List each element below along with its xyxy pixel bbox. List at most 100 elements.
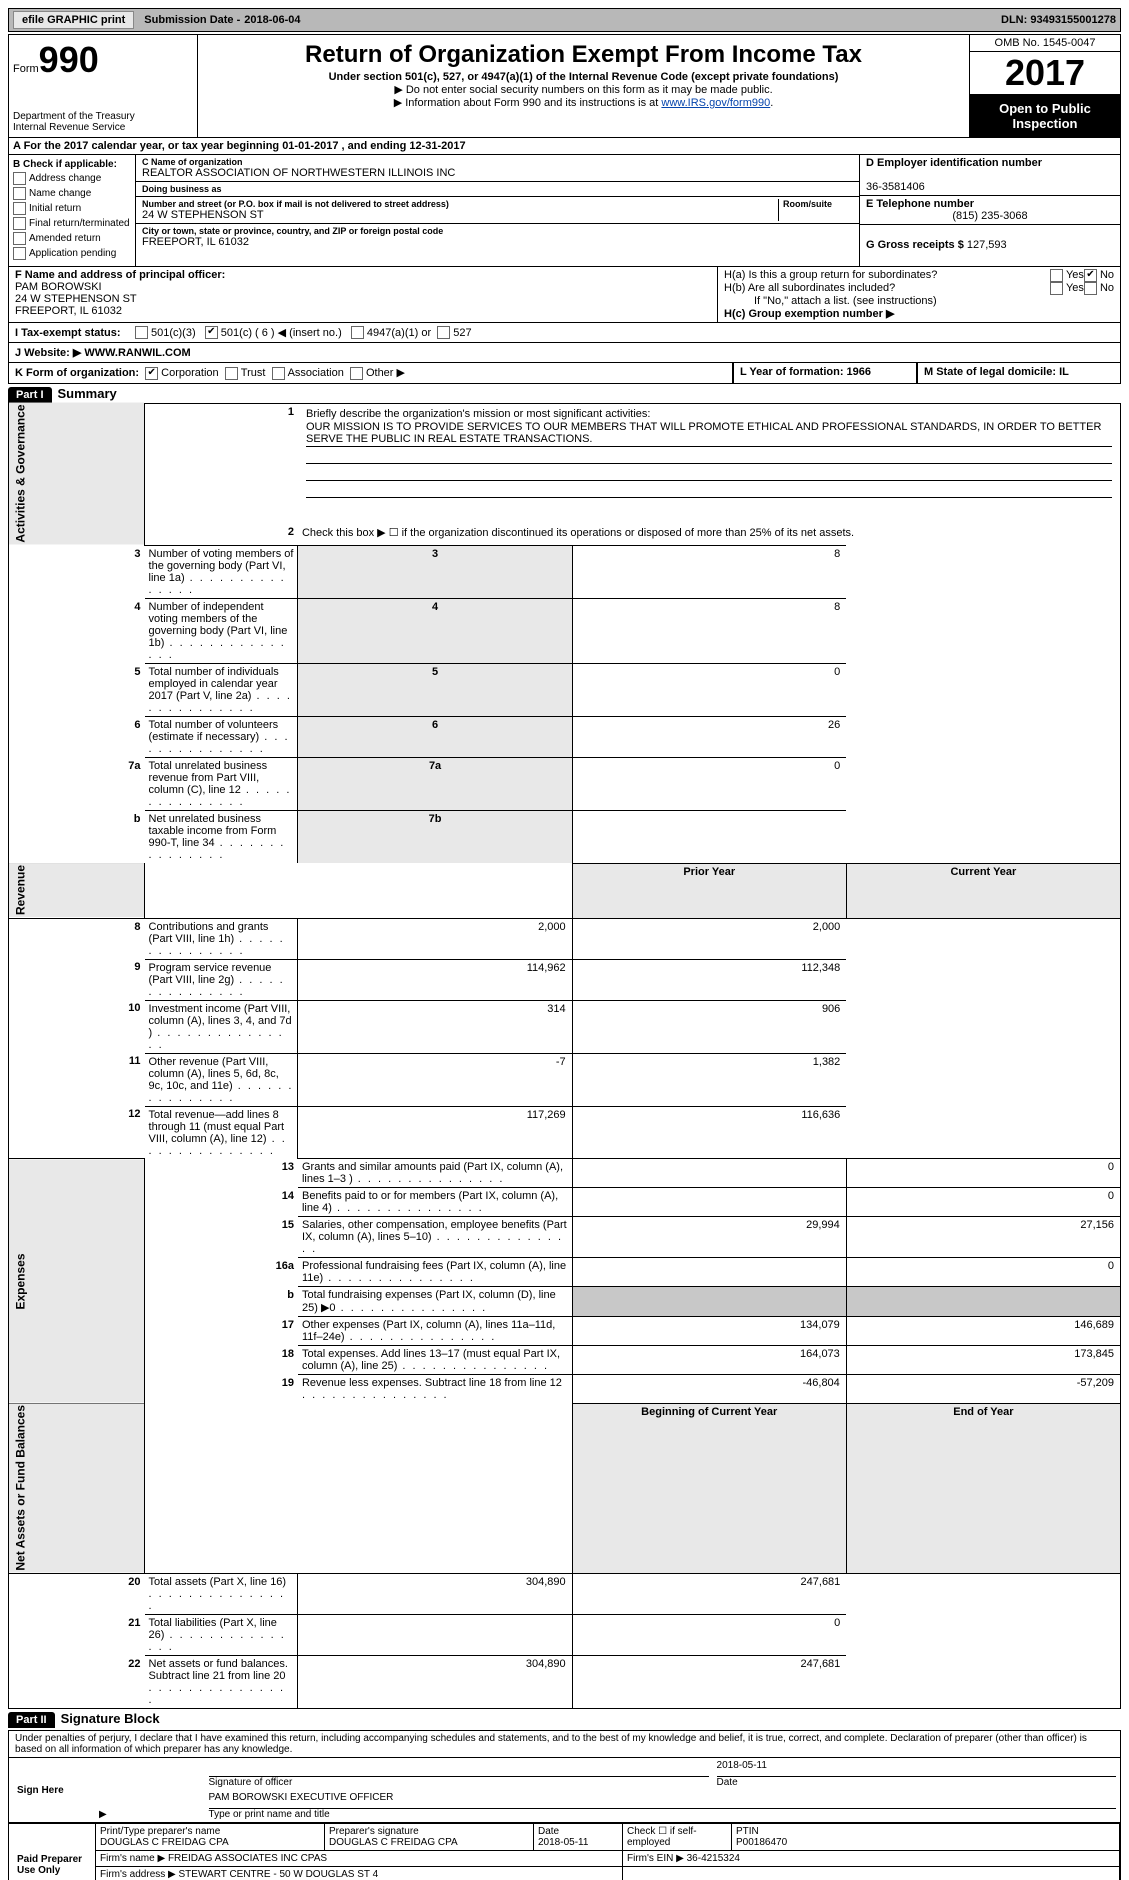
checkbox-final-return[interactable] xyxy=(13,217,26,230)
line-desc: Revenue less expenses. Subtract line 18 … xyxy=(298,1375,572,1404)
checkbox-amended[interactable] xyxy=(13,232,26,245)
form-label: Form xyxy=(13,63,39,75)
prior-year xyxy=(298,1615,572,1656)
irs-link[interactable]: www.IRS.gov/form990 xyxy=(661,97,770,109)
firm-name-label: Firm's name ▶ xyxy=(100,1853,168,1864)
checkbox-pending[interactable] xyxy=(13,247,26,260)
self-employed: Check ☐ if self-employed xyxy=(623,1823,732,1851)
current-year: 2,000 xyxy=(572,918,846,959)
lbl-527: 527 xyxy=(453,327,471,339)
line-num: 3 xyxy=(9,546,145,599)
ha-no[interactable] xyxy=(1084,269,1097,282)
chk-501c[interactable] xyxy=(205,326,218,339)
chk-527[interactable] xyxy=(437,326,450,339)
org-name-label: C Name of organization xyxy=(142,157,853,167)
column-c: C Name of organizationREALTOR ASSOCIATIO… xyxy=(136,155,860,266)
line-desc: Other expenses (Part IX, column (A), lin… xyxy=(298,1317,572,1346)
tel-label: E Telephone number xyxy=(866,198,1114,210)
sign-here: Sign Here xyxy=(9,1758,95,1823)
current-year: 0 xyxy=(846,1159,1120,1188)
line-desc: Number of voting members of the governin… xyxy=(145,546,298,599)
line-val: 26 xyxy=(572,717,846,758)
ptin-value: P00186470 xyxy=(736,1837,1115,1848)
checkbox-name-change[interactable] xyxy=(13,187,26,200)
prior-year: 314 xyxy=(298,1000,572,1053)
prior-year: 114,962 xyxy=(298,959,572,1000)
prior-year: 2,000 xyxy=(298,918,572,959)
line-1: Briefly describe the organization's miss… xyxy=(298,403,1121,524)
prior-year xyxy=(572,1188,846,1217)
hb-no-label: No xyxy=(1100,282,1114,295)
chk-other[interactable] xyxy=(350,367,363,380)
chk-501c3[interactable] xyxy=(135,326,148,339)
ptin-label: PTIN xyxy=(736,1826,1115,1837)
hb-yes[interactable] xyxy=(1050,282,1063,295)
efile-button[interactable]: efile GRAPHIC print xyxy=(13,11,134,29)
current-year xyxy=(846,1287,1120,1317)
line-desc: Salaries, other compensation, employee b… xyxy=(298,1217,572,1258)
line-desc: Investment income (Part VIII, column (A)… xyxy=(145,1000,298,1053)
firm-ein-label: Firm's EIN ▶ xyxy=(627,1853,687,1864)
lbl-501c: 501(c) ( 6 ) ◀ (insert no.) xyxy=(221,326,342,339)
sig-date-value: 2018-05-11 xyxy=(717,1760,1116,1777)
officer-printed: PAM BOROWSKI EXECUTIVE OFFICER xyxy=(209,1792,1116,1809)
prior-year: 29,994 xyxy=(572,1217,846,1258)
current-year: 0 xyxy=(572,1615,846,1656)
line-num: 17 xyxy=(145,1317,298,1346)
line-num: 18 xyxy=(145,1346,298,1375)
gross-value: 127,593 xyxy=(967,239,1007,251)
side-activities: Activities & Governance xyxy=(9,403,145,546)
label-initial-return: Initial return xyxy=(29,203,81,214)
summary-table: Activities & Governance 1 Briefly descri… xyxy=(8,403,1121,1710)
line-desc: Net unrelated business taxable income fr… xyxy=(145,811,298,864)
prep-name-label: Print/Type preparer's name xyxy=(100,1826,320,1837)
line-num: 16a xyxy=(145,1258,298,1287)
label-pending: Application pending xyxy=(29,248,116,259)
row-i: I Tax-exempt status: 501(c)(3) 501(c) ( … xyxy=(8,323,1121,343)
label-amended: Amended return xyxy=(29,233,101,244)
label-address-change: Address change xyxy=(29,173,101,184)
officer-name: PAM BOROWSKI xyxy=(15,281,102,293)
hb-attach: If "No," attach a list. (see instruction… xyxy=(724,295,1114,307)
chk-assoc[interactable] xyxy=(272,367,285,380)
checkbox-initial-return[interactable] xyxy=(13,202,26,215)
instruction-2: ▶ Information about Form 990 and its ins… xyxy=(394,97,662,109)
prior-year: 117,269 xyxy=(298,1106,572,1159)
room-label: Room/suite xyxy=(783,199,853,209)
chk-trust[interactable] xyxy=(225,367,238,380)
part1-header: Part I xyxy=(8,387,52,403)
line-val: 8 xyxy=(572,599,846,664)
prior-year: 304,890 xyxy=(298,1656,572,1709)
ein-value: 36-3581406 xyxy=(866,181,1114,193)
tax-year: 2017 xyxy=(970,52,1120,95)
line-desc: Benefits paid to or for members (Part IX… xyxy=(298,1188,572,1217)
city-value: FREEPORT, IL 61032 xyxy=(142,236,853,248)
prior-year: -7 xyxy=(298,1053,572,1106)
chk-corp[interactable] xyxy=(145,367,158,380)
mission-label: Briefly describe the organization's miss… xyxy=(306,408,1112,420)
line-val: 0 xyxy=(572,758,846,811)
line-num: b xyxy=(9,811,145,864)
line-desc: Professional fundraising fees (Part IX, … xyxy=(298,1258,572,1287)
ha-yes[interactable] xyxy=(1050,269,1063,282)
website-value: WWW.RANWIL.COM xyxy=(84,347,190,359)
chk-4947[interactable] xyxy=(351,326,364,339)
line-code: 5 xyxy=(298,664,572,717)
line-code: 6 xyxy=(298,717,572,758)
line-num: 15 xyxy=(145,1217,298,1258)
line-2: Check this box ▶ ☐ if the organization d… xyxy=(298,524,1121,546)
line-num: 7a xyxy=(9,758,145,811)
prior-year: 304,890 xyxy=(298,1574,572,1615)
hdr-bcy: Beginning of Current Year xyxy=(572,1403,846,1574)
hb-no[interactable] xyxy=(1084,282,1097,295)
sig-date-caption: Date xyxy=(717,1777,1116,1788)
line-num: 8 xyxy=(9,918,145,959)
current-year: 906 xyxy=(572,1000,846,1053)
gross-label: G Gross receipts $ xyxy=(866,239,967,251)
checkbox-address-change[interactable] xyxy=(13,172,26,185)
current-year: 0 xyxy=(846,1188,1120,1217)
prep-name: DOUGLAS C FREIDAG CPA xyxy=(100,1837,320,1848)
signature-block: Under penalties of perjury, I declare th… xyxy=(8,1730,1121,1880)
line-desc: Net assets or fund balances. Subtract li… xyxy=(145,1656,298,1709)
top-bar: efile GRAPHIC print Submission Date - 20… xyxy=(8,8,1121,32)
